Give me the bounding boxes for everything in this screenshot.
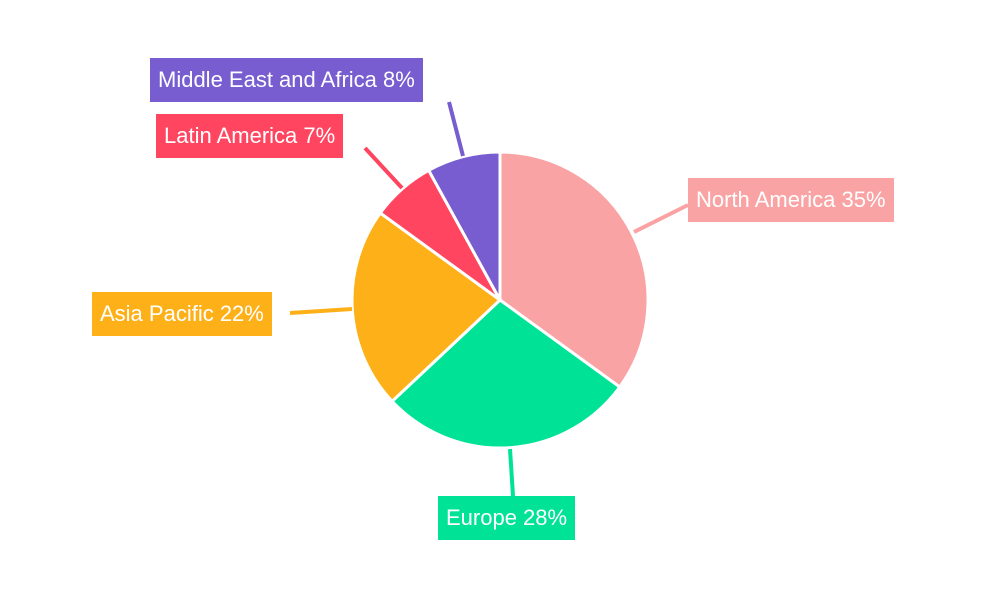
leader-line-latin-america — [363, 146, 404, 190]
label-asia-pacific: Asia Pacific 22% — [92, 292, 272, 336]
slice-asia-pacific[interactable] — [350, 210, 503, 404]
label-middle-east-africa: Middle East and Africa 8% — [150, 58, 423, 102]
label-europe: Europe 28% — [438, 496, 576, 540]
label-latin-america: Latin America 7% — [156, 114, 344, 158]
leader-line-north-america — [633, 203, 689, 234]
leader-line-europe — [508, 448, 515, 497]
leader-line-asia-pacific — [289, 307, 353, 315]
leader-line-middle-east-africa — [447, 101, 465, 157]
label-north-america: North America 35% — [688, 178, 894, 222]
slice-north-america[interactable] — [498, 150, 650, 390]
slice-middle-east-africa[interactable] — [426, 150, 502, 301]
slice-europe[interactable] — [389, 298, 622, 450]
